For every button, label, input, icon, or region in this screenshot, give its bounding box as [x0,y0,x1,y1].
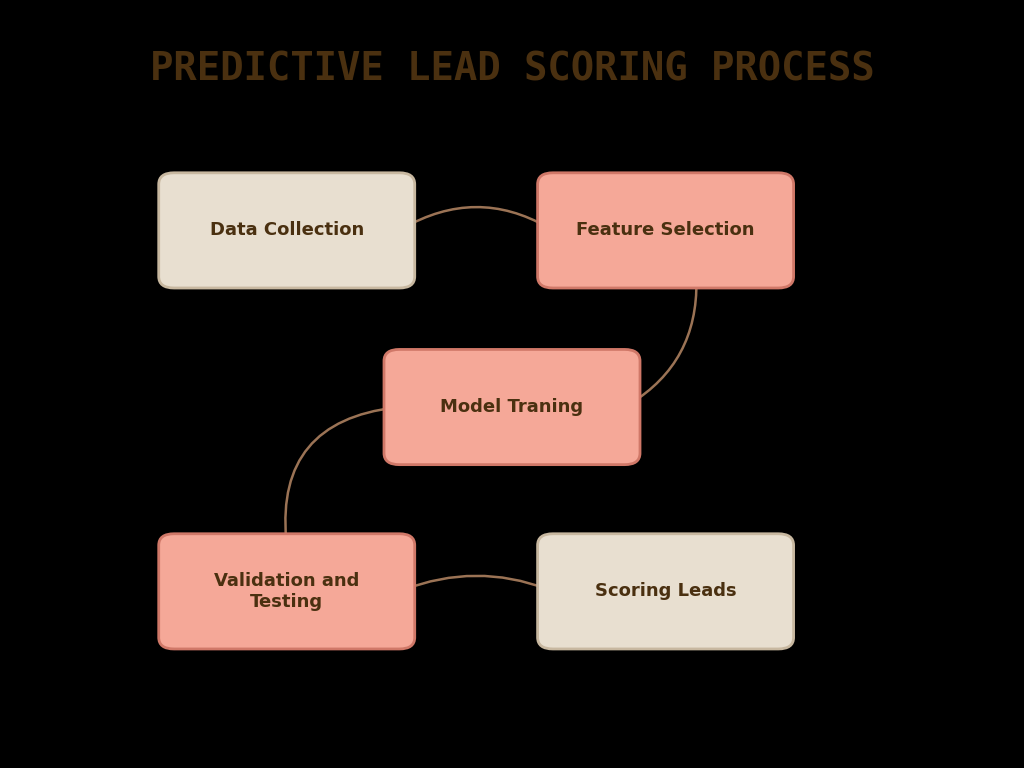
Text: Data Collection: Data Collection [210,221,364,240]
FancyBboxPatch shape [159,534,415,649]
FancyBboxPatch shape [384,349,640,465]
FancyBboxPatch shape [159,173,415,288]
Text: Scoring Leads: Scoring Leads [595,582,736,601]
Text: Feature Selection: Feature Selection [577,221,755,240]
Text: Model Traning: Model Traning [440,398,584,416]
FancyArrowPatch shape [630,280,696,404]
FancyBboxPatch shape [538,173,794,288]
FancyArrowPatch shape [286,408,395,539]
FancyArrowPatch shape [403,576,547,590]
FancyArrowPatch shape [403,207,548,228]
Text: PREDICTIVE LEAD SCORING PROCESS: PREDICTIVE LEAD SCORING PROCESS [150,50,874,88]
Text: Validation and
Testing: Validation and Testing [214,572,359,611]
FancyBboxPatch shape [538,534,794,649]
